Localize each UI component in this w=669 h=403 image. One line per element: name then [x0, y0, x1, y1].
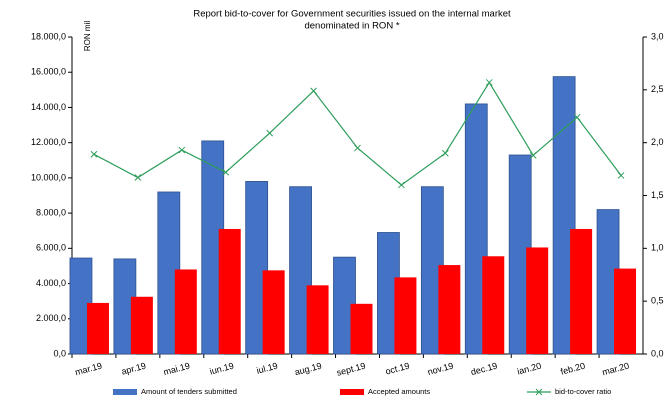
bar: [262, 270, 285, 354]
x-tick-label: aug.19: [294, 361, 323, 378]
ratio-marker: [354, 144, 361, 152]
ratio-marker: [441, 149, 449, 157]
bar: [218, 228, 241, 354]
ratio-marker: [485, 79, 493, 86]
bar: [394, 277, 417, 354]
ratio-marker: [178, 146, 186, 154]
ratio-marker: [529, 151, 537, 159]
ratio-line: [93, 81, 622, 186]
bar: [438, 265, 461, 354]
y-tick-label: 4.000,0: [36, 278, 66, 288]
y-tick-label: 0,0: [53, 348, 66, 358]
bar: [245, 181, 269, 355]
legend-swatch: [340, 389, 364, 395]
y-tick-label: 12.000,0: [31, 137, 66, 147]
x-tick-label: apr.19: [120, 361, 147, 377]
x-tick-label: iun.19: [209, 361, 235, 377]
chart-title: denominated in RON *: [304, 21, 399, 32]
ratio-marker: [573, 113, 581, 121]
bar: [570, 228, 593, 354]
bar: [174, 269, 197, 354]
bar: [482, 256, 505, 354]
ratio-marker: [617, 172, 625, 179]
ratio-marker: [310, 87, 317, 95]
y2-tick-label: 1,5: [651, 190, 664, 200]
bar: [289, 186, 312, 355]
x-tick-label: mar.20: [601, 361, 630, 378]
x-tick-label: feb.20: [559, 361, 586, 377]
y2-tick-label: 2,0: [651, 137, 664, 147]
x-tick-label: mar.19: [74, 361, 103, 378]
x-tick-label: oct.19: [384, 361, 410, 377]
bar: [86, 302, 109, 354]
y-tick-label: 16.000,0: [31, 67, 66, 77]
bar: [552, 76, 576, 355]
x-tick-label: dec.19: [470, 361, 499, 378]
x-tick-label: iul.19: [255, 361, 278, 376]
y-tick-label: 14.000,0: [31, 102, 66, 112]
ratio-marker: [398, 181, 405, 189]
bar: [350, 303, 373, 354]
legend-swatch: [113, 389, 137, 395]
y-axis-label: RON mil: [83, 21, 92, 51]
bar: [526, 247, 549, 354]
y2-tick-label: 2,5: [651, 84, 664, 94]
bar: [614, 268, 637, 354]
bar: [306, 285, 329, 354]
ratio-marker: [134, 174, 142, 181]
x-tick-label: ian.20: [516, 361, 542, 377]
ratio-marker: [222, 168, 230, 176]
bar: [130, 296, 153, 354]
x-tick-label: sept.19: [336, 361, 367, 378]
y-tick-label: 6.000,0: [36, 243, 66, 253]
y-tick-label: 2.000,0: [36, 313, 66, 323]
y-tick-label: 8.000,0: [36, 207, 66, 217]
legend-swatch: [535, 388, 543, 396]
y2-tick-label: 0,5: [651, 296, 664, 306]
legend-label: Amount of tenders submitted: [141, 387, 237, 396]
y-tick-label: 10.000,0: [31, 172, 66, 182]
y-tick-label: 18.000,0: [31, 31, 66, 41]
legend-label: bid-to-cover ratio: [555, 387, 611, 396]
x-tick-label: nov.19: [426, 361, 454, 377]
y2-tick-label: 1,0: [651, 243, 664, 253]
y2-tick-label: 0,0: [651, 348, 664, 358]
legend-label: Accepted amounts: [368, 387, 430, 396]
chart-title: Report bid-to-cover for Government secur…: [193, 9, 511, 20]
y2-tick-label: 3,0: [651, 31, 664, 41]
ratio-marker: [90, 150, 98, 158]
x-tick-label: mai.19: [162, 361, 191, 378]
ratio-marker: [266, 129, 274, 137]
